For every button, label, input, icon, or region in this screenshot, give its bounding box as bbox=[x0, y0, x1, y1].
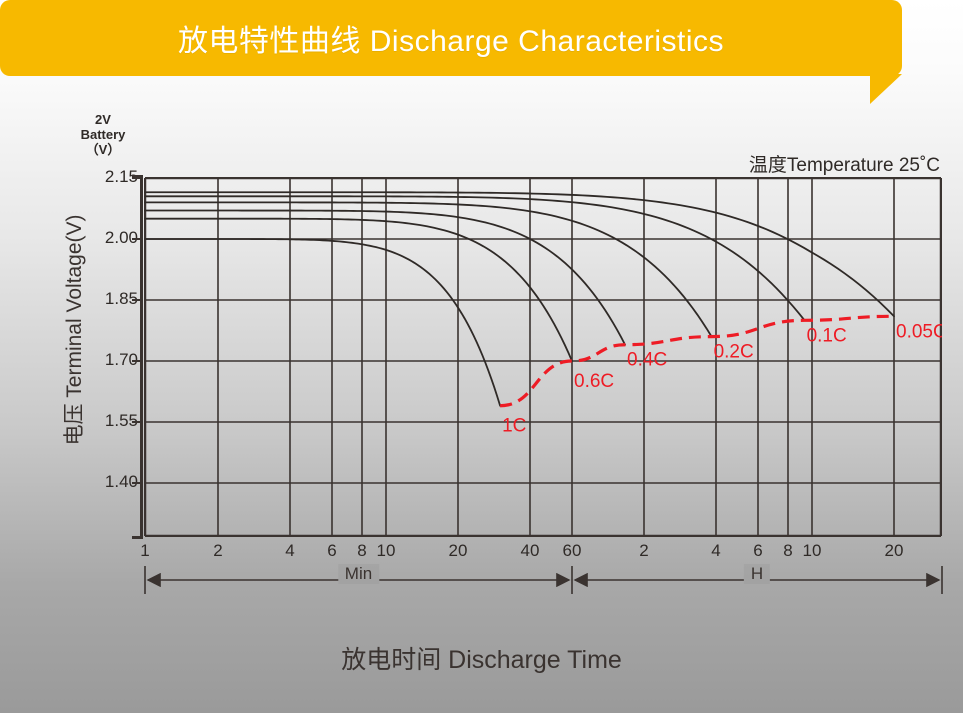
banner-tail-icon bbox=[870, 74, 902, 104]
x-axis-tick-hour-6: 6 bbox=[753, 541, 763, 560]
scale-label-hour: H bbox=[743, 564, 771, 584]
x-axis-tick-min-40: 40 bbox=[520, 541, 540, 560]
x-axis-tick-min-4: 4 bbox=[285, 541, 295, 560]
discharge-curve-0p4C bbox=[144, 209, 626, 346]
x-axis-tick-hour-20: 20 bbox=[884, 541, 904, 560]
y-axis-header-line1: 2V bbox=[95, 112, 111, 127]
y-axis-header-line3: （V） bbox=[85, 142, 121, 157]
x-axis-tick-min-8: 8 bbox=[357, 541, 367, 560]
page-title: 放电特性曲线 Discharge Characteristics bbox=[177, 25, 725, 58]
y-axis-tick-2p15: 2.15 bbox=[104, 167, 138, 186]
y-axis-spine bbox=[140, 175, 143, 539]
x-axis-tick-min-20: 20 bbox=[448, 541, 468, 560]
x-axis-tick-hour-8: 8 bbox=[783, 541, 793, 560]
banner-body: 放电特性曲线 Discharge Characteristics bbox=[0, 0, 902, 76]
y-axis-header-line2: Battery bbox=[80, 127, 126, 142]
curve-label-0p1C: 0.1C bbox=[807, 325, 847, 346]
y-axis-tick-labels: 2.15 2.00 1.85 1.70 1.55 1.40 bbox=[60, 0, 143, 713]
y-axis-tick-mark bbox=[132, 482, 142, 484]
curve-label-0p6C: 0.6C bbox=[574, 371, 614, 392]
discharge-curve-1C bbox=[144, 238, 502, 407]
discharge-curve-0p6C bbox=[144, 217, 573, 362]
y-axis-cap-top bbox=[132, 175, 143, 178]
x-axis-range-bars bbox=[144, 566, 943, 594]
curve-label-0p4C: 0.4C bbox=[627, 350, 667, 371]
x-axis-tick-hour-10: 10 bbox=[802, 541, 822, 560]
chart-plot-area: 1C 0.6C 0.4C 0.2C 0.1C 0.05C bbox=[144, 177, 942, 537]
y-axis-tick-mark bbox=[132, 360, 142, 362]
x-axis-tick-min-60: 60 bbox=[562, 541, 582, 560]
header-banner: 放电特性曲线 Discharge Characteristics bbox=[0, 0, 963, 104]
discharge-curve-0p2C bbox=[144, 201, 713, 338]
y-axis-tick-1p55: 1.55 bbox=[104, 411, 138, 430]
y-axis-tick-mark bbox=[132, 177, 142, 179]
y-axis-tick-mark bbox=[132, 238, 142, 240]
x-axis-tick-min-10: 10 bbox=[376, 541, 396, 560]
curve-label-1C: 1C bbox=[502, 416, 526, 437]
x-axis-tick-min-1: 1 bbox=[140, 541, 150, 560]
curve-label-0p05C: 0.05C bbox=[896, 321, 942, 342]
x-axis-tick-min-2: 2 bbox=[213, 541, 223, 560]
discharge-curve-0p1C bbox=[144, 195, 806, 322]
x-axis-tick-hour-2: 2 bbox=[639, 541, 649, 560]
y-axis-tick-2: 2.00 bbox=[104, 228, 138, 247]
y-axis-header: 2V Battery （V） bbox=[60, 112, 146, 157]
y-axis-tick-mark bbox=[132, 421, 142, 423]
discharge-curve-0p05C bbox=[144, 191, 895, 318]
chart-grid-and-curves: 1C 0.6C 0.4C 0.2C 0.1C 0.05C bbox=[144, 177, 942, 537]
y-axis-tick-1p85: 1.85 bbox=[104, 289, 138, 308]
y-axis-tick-1p7: 1.70 bbox=[104, 350, 138, 369]
y-axis-tick-1p4: 1.40 bbox=[104, 472, 138, 491]
x-axis-tick-hour-4: 4 bbox=[711, 541, 721, 560]
endpoint-locus-dashed-line bbox=[500, 314, 895, 408]
y-axis-cap-bottom bbox=[132, 536, 143, 539]
x-axis-title: 放电时间 Discharge Time bbox=[341, 646, 622, 674]
temperature-annotation: 温度Temperature 25˚C bbox=[748, 155, 940, 176]
curve-label-0p2C: 0.2C bbox=[714, 342, 754, 363]
y-axis-tick-mark bbox=[132, 299, 142, 301]
scale-label-min: Min bbox=[337, 564, 380, 584]
x-axis-tick-min-6: 6 bbox=[327, 541, 337, 560]
